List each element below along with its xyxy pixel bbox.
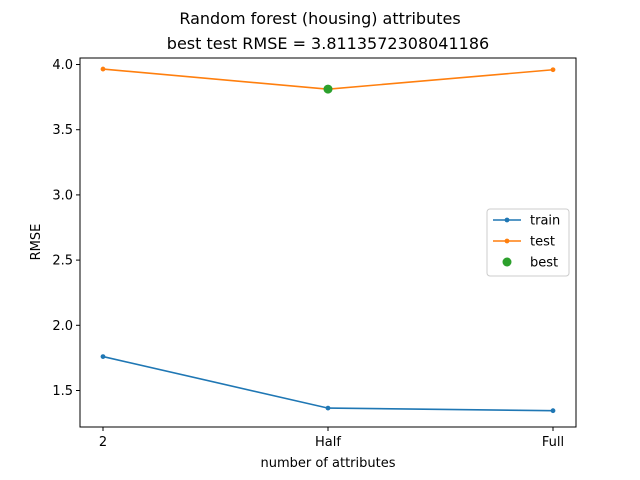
y-tick-label: 3.5 [52, 123, 73, 138]
legend-best-marker [502, 257, 512, 267]
x-tick-label: Full [542, 435, 564, 450]
legend-train-label: train [530, 214, 560, 229]
test-point [100, 66, 106, 72]
chart-subtitle: best test RMSE = 3.8113572308041186 [167, 34, 489, 53]
best-point [323, 84, 333, 94]
train-point [325, 405, 331, 411]
legend-test-label: test [530, 235, 555, 250]
x-axis: 2 Half Full [99, 427, 564, 450]
y-tick-label: 4.0 [52, 58, 73, 73]
legend-train-marker [504, 217, 510, 223]
test-point [550, 67, 556, 73]
y-tick-label: 3.0 [52, 188, 73, 203]
y-tick-label: 2.5 [52, 254, 73, 269]
y-axis: 1.5 2.0 2.5 3.0 3.5 4.0 [52, 58, 80, 399]
y-tick-label: 2.0 [52, 319, 73, 334]
x-tick-label: 2 [99, 435, 107, 450]
legend: train test best [486, 208, 570, 277]
legend-test-marker [504, 238, 510, 244]
train-point [550, 408, 556, 414]
plot-area [100, 66, 556, 414]
y-axis-label: RMSE [29, 224, 44, 261]
plot-frame [79, 57, 577, 428]
train-line [102, 355, 554, 412]
x-axis-label: number of attributes [260, 456, 395, 471]
y-tick-label: 1.5 [52, 384, 73, 399]
x-tick-label: Half [315, 435, 341, 450]
legend-best-label: best [530, 256, 558, 271]
chart-title: Random forest (housing) attributes [179, 9, 460, 28]
train-point [100, 354, 106, 359]
